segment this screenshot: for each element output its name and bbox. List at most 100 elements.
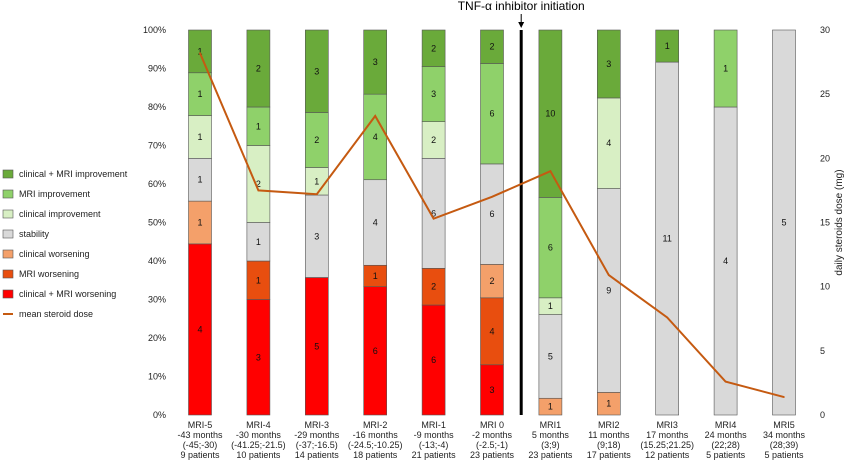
y-left-tick-label: 0%	[153, 410, 166, 420]
category-label: 24 months	[705, 430, 748, 440]
y-left-tick-label: 40%	[148, 256, 166, 266]
category-label: (-2.5;-1)	[476, 440, 508, 450]
steroid-dose-point	[199, 52, 201, 54]
legend-label: mean steroid dose	[19, 309, 93, 319]
category-label: (-24.5;-10.25)	[348, 440, 403, 450]
category-label: 17 patients	[587, 450, 632, 460]
segment-value-label: 3	[314, 66, 319, 76]
y-left-tick-label: 90%	[148, 64, 166, 74]
bar-segment	[304, 29, 329, 113]
segment-value-label: 3	[314, 231, 319, 241]
legend-label: clinical improvement	[19, 209, 101, 219]
category-label: -29 months	[294, 430, 340, 440]
segment-value-label: 9	[606, 285, 611, 295]
category-label: 14 patients	[295, 450, 340, 460]
legend-label: clinical + MRI improvement	[19, 169, 128, 179]
segment-value-label: 1	[606, 399, 611, 409]
segment-value-label: 2	[431, 282, 436, 292]
category-label: (-45;-30)	[183, 440, 218, 450]
category-label: 17 months	[646, 430, 689, 440]
segment-value-label: 6	[489, 209, 494, 219]
category-label: 21 patients	[412, 450, 457, 460]
steroid-dose-line	[199, 52, 785, 399]
segment-value-label: 11	[663, 234, 672, 244]
legend-label: stability	[19, 229, 50, 239]
segment-value-label: 3	[431, 89, 436, 99]
y-left-tick-label: 10%	[148, 372, 166, 382]
category-label: -9 months	[414, 430, 455, 440]
bar-segment	[713, 29, 738, 108]
segment-value-label: 3	[606, 59, 611, 69]
steroid-dose-point	[491, 196, 493, 198]
segment-value-label: 1	[314, 176, 319, 186]
steroid-dose-point	[257, 189, 260, 192]
steroid-dose-point	[374, 115, 377, 117]
segment-value-label: 2	[489, 42, 494, 52]
segment-value-label: 1	[373, 271, 378, 281]
y-left-tick-label: 80%	[148, 102, 166, 112]
y-right-tick-label: 30	[820, 25, 830, 35]
segment-value-label: 4	[373, 132, 378, 142]
segment-value-label: 1	[256, 121, 261, 131]
tnf-arrow-head	[518, 22, 525, 28]
category-label: MRI-2	[363, 420, 388, 430]
y-left-tick-label: 70%	[148, 141, 166, 151]
category-label: -16 months	[353, 430, 399, 440]
legend-swatch	[2, 289, 14, 299]
category-label: 23 patients	[470, 450, 515, 460]
y-left-tick-label: 20%	[148, 333, 166, 343]
legend-label: MRI improvement	[19, 189, 91, 199]
segment-value-label: 2	[489, 276, 494, 286]
bar-segment	[655, 29, 680, 63]
y-right-tick-label: 25	[820, 89, 830, 99]
category-label: MRI-1	[421, 420, 446, 430]
bar-segment	[363, 29, 388, 95]
segment-value-label: 1	[665, 41, 670, 51]
y-right-tick-label: 20	[820, 153, 830, 163]
category-label: MRI2	[598, 420, 620, 430]
legend-swatch	[2, 169, 14, 179]
segment-value-label: 6	[431, 355, 436, 365]
segment-value-label: 1	[197, 46, 202, 56]
category-labels: MRI-5-43 months(-45;-30)9 patientsMRI-4-…	[177, 420, 805, 460]
tnf-annotation: TNF-α inhibitor initiation	[458, 0, 585, 13]
category-label: MRI 0	[480, 420, 504, 430]
category-label: -2 months	[472, 430, 513, 440]
steroid-dose-point	[724, 380, 727, 383]
segment-value-label: 2	[431, 135, 436, 145]
category-label: -30 months	[236, 430, 282, 440]
segment-value-label: 6	[431, 208, 436, 218]
category-label: MRI-5	[188, 420, 213, 430]
category-label: (15.25;21.25)	[640, 440, 694, 450]
segment-value-label: 1	[197, 132, 202, 142]
y-right-tick-label: 10	[820, 282, 830, 292]
y-right-tick-label: 15	[820, 218, 830, 228]
y-right-tick-label: 5	[820, 346, 825, 356]
segment-value-label: 3	[256, 352, 261, 362]
y-left-tick-label: 30%	[148, 295, 166, 305]
bar-segment	[772, 29, 796, 416]
category-label: -43 months	[177, 430, 223, 440]
steroid-dose-point	[608, 274, 610, 276]
category-label: MRI1	[540, 420, 562, 430]
category-label: (-37;-16.5)	[296, 440, 338, 450]
segment-value-label: 2	[256, 179, 261, 189]
segment-value-label: 10	[545, 109, 555, 119]
segment-value-label: 6	[548, 243, 553, 253]
segment-value-label: 1	[256, 275, 261, 285]
segment-value-label: 1	[197, 175, 202, 185]
category-label: MRI3	[656, 420, 678, 430]
steroid-dose-point	[316, 193, 318, 196]
bar-segment	[246, 29, 271, 108]
category-label: 5 patients	[764, 450, 804, 460]
segment-value-label: 4	[606, 138, 611, 148]
segment-value-label: 1	[197, 89, 202, 99]
steroid-dose-point	[549, 170, 552, 172]
segment-value-label: 1	[548, 402, 553, 412]
tnf-divider	[518, 14, 525, 415]
legend-swatch	[2, 249, 14, 259]
segment-value-label: 4	[723, 256, 728, 266]
segment-value-label: 2	[431, 43, 436, 53]
segment-value-label: 5	[548, 351, 553, 361]
category-label: 11 months	[588, 430, 630, 440]
